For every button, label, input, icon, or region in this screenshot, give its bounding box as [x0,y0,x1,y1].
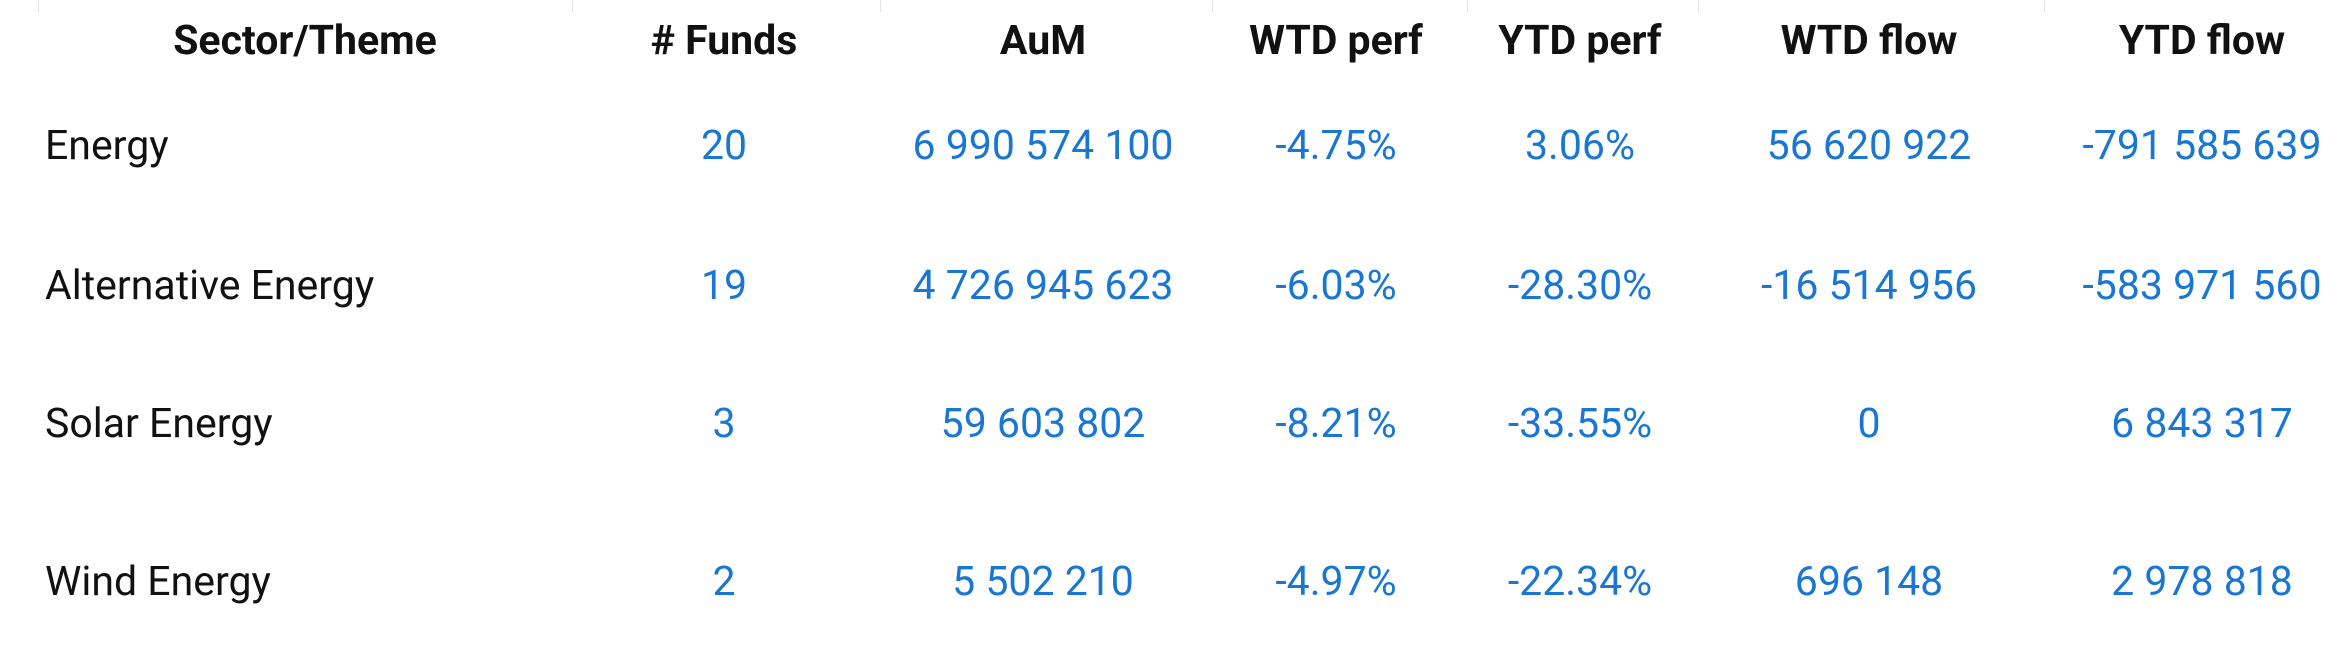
column-divider [2044,0,2045,12]
numeric-cell: 6 843 317 [2111,400,2293,448]
sector-name: Energy [45,122,169,170]
numeric-cell: 56 620 922 [1766,122,1972,170]
column-header: YTD perf [1498,17,1662,65]
column-header: AuM [999,17,1087,65]
numeric-cell: 3.06% [1525,122,1635,170]
sector-name: Wind Energy [45,558,271,606]
numeric-cell: -6.03% [1275,262,1397,310]
numeric-cell: -4.75% [1275,122,1397,170]
sector-name: Alternative Energy [45,262,375,310]
column-divider [1212,0,1213,12]
sector-name: Solar Energy [45,400,273,448]
column-divider [572,0,573,12]
numeric-cell: 59 603 802 [940,400,1146,448]
numeric-cell: -16 514 956 [1760,262,1978,310]
numeric-cell: -8.21% [1275,400,1397,448]
numeric-cell: -28.30% [1507,262,1653,310]
numeric-cell: -791 585 639 [2082,122,2322,170]
numeric-cell: 696 148 [1794,558,1944,606]
numeric-cell: 2 978 818 [2111,558,2293,606]
column-divider [38,0,39,12]
column-header: Sector/Theme [173,17,437,65]
numeric-cell: 5 502 210 [952,558,1134,606]
numeric-cell: 19 [700,262,748,310]
numeric-cell: -4.97% [1275,558,1397,606]
column-header: WTD flow [1780,17,1958,65]
column-divider [880,0,881,12]
numeric-cell: 0 [1857,400,1881,448]
numeric-cell: 2 [712,558,736,606]
numeric-cell: -583 971 560 [2082,262,2322,310]
column-header: # Funds [650,17,798,65]
column-header: YTD flow [2118,17,2286,65]
numeric-cell: 6 990 574 100 [912,122,1174,170]
numeric-cell: -33.55% [1507,400,1653,448]
column-divider [1467,0,1468,12]
numeric-cell: 20 [700,122,748,170]
numeric-cell: 4 726 945 623 [912,262,1174,310]
numeric-cell: -22.34% [1507,558,1653,606]
column-header: WTD perf [1249,17,1423,65]
numeric-cell: 3 [712,400,736,448]
column-divider [1698,0,1699,12]
